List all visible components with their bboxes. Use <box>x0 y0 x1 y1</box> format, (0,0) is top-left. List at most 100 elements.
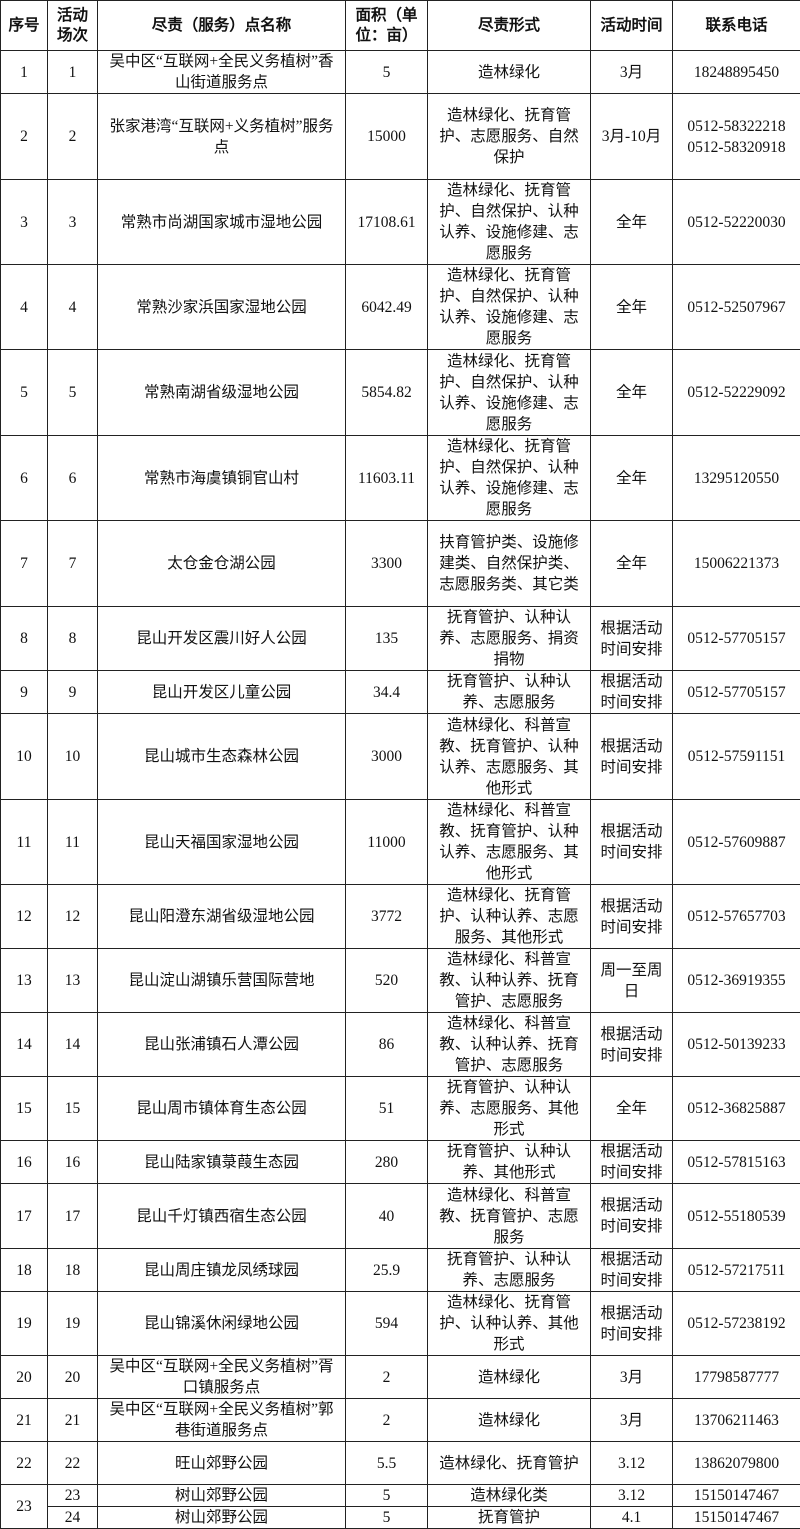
area: 11000 <box>346 800 428 885</box>
duty-form: 造林绿化、抚育管护、志愿服务、自然保护 <box>428 94 591 180</box>
activity-no: 20 <box>48 1356 98 1399</box>
site-name: 昆山阳澄东湖省级湿地公园 <box>98 885 346 949</box>
phone: 0512-57705157 <box>673 671 800 714</box>
activity-time: 全年 <box>591 1077 673 1141</box>
site-name: 昆山城市生态森林公园 <box>98 714 346 800</box>
activity-no: 4 <box>48 265 98 350</box>
duty-form: 造林绿化、科普宣教、抚育管护、志愿服务 <box>428 1184 591 1249</box>
activity-no: 7 <box>48 521 98 607</box>
area: 25.9 <box>346 1249 428 1292</box>
row-number: 19 <box>1 1292 48 1356</box>
activity-no: 22 <box>48 1442 98 1485</box>
site-name: 昆山天福国家湿地公园 <box>98 800 346 885</box>
area: 3300 <box>346 521 428 607</box>
phone: 0512-57657703 <box>673 885 800 949</box>
phone: 0512-57815163 <box>673 1141 800 1184</box>
activity-time: 周一至周日 <box>591 949 673 1013</box>
row-number: 20 <box>1 1356 48 1399</box>
duty-form: 抚育管护、认种认养、志愿服务、其他形式 <box>428 1077 591 1141</box>
row-number: 2 <box>1 94 48 180</box>
site-name: 昆山开发区儿童公园 <box>98 671 346 714</box>
activity-time: 根据活动时间安排 <box>591 1141 673 1184</box>
area: 594 <box>346 1292 428 1356</box>
activity-time: 3.12 <box>591 1442 673 1485</box>
duty-form: 造林绿化、科普宣教、认种认养、抚育管护、志愿服务 <box>428 1013 591 1077</box>
phone: 0512-52507967 <box>673 265 800 350</box>
phone: 17798587777 <box>673 1356 800 1399</box>
site-name: 树山郊野公园 <box>98 1485 346 1507</box>
activity-time: 全年 <box>591 350 673 436</box>
row-number: 8 <box>1 607 48 671</box>
area: 2 <box>346 1356 428 1399</box>
header-cell: 尽责形式 <box>428 1 591 51</box>
site-name: 昆山陆家镇菉葭生态园 <box>98 1141 346 1184</box>
phone: 0512-52229092 <box>673 350 800 436</box>
activity-time: 全年 <box>591 521 673 607</box>
duty-form: 造林绿化类 <box>428 1485 591 1507</box>
activity-no: 23 <box>48 1485 98 1507</box>
row-number: 5 <box>1 350 48 436</box>
site-name: 常熟市尚湖国家城市湿地公园 <box>98 180 346 265</box>
site-name: 吴中区“互联网+全民义务植树”胥口镇服务点 <box>98 1356 346 1399</box>
header-row: 序号活动场次尽责（服务）点名称面积（单位：亩）尽责形式活动时间联系电话 <box>1 1 800 51</box>
activity-no: 8 <box>48 607 98 671</box>
site-name: 昆山淀山湖镇乐营国际营地 <box>98 949 346 1013</box>
phone: 0512-50139233 <box>673 1013 800 1077</box>
area: 5854.82 <box>346 350 428 436</box>
activity-no: 5 <box>48 350 98 436</box>
activity-time: 3月 <box>591 1356 673 1399</box>
phone: 13295120550 <box>673 436 800 521</box>
activity-no: 21 <box>48 1399 98 1442</box>
phone: 0512-57238192 <box>673 1292 800 1356</box>
activity-no: 13 <box>48 949 98 1013</box>
area: 5 <box>346 51 428 94</box>
area: 15000 <box>346 94 428 180</box>
duty-form: 造林绿化、科普宣教、认种认养、抚育管护、志愿服务 <box>428 949 591 1013</box>
site-name: 昆山锦溪休闲绿地公园 <box>98 1292 346 1356</box>
header-cell: 活动场次 <box>48 1 98 51</box>
activity-no: 17 <box>48 1184 98 1249</box>
site-name: 昆山开发区震川好人公园 <box>98 607 346 671</box>
activity-time: 4.1 <box>591 1507 673 1529</box>
row-number: 9 <box>1 671 48 714</box>
duty-form: 造林绿化 <box>428 1356 591 1399</box>
activity-time: 根据活动时间安排 <box>591 1292 673 1356</box>
activity-time: 根据活动时间安排 <box>591 1249 673 1292</box>
site-name: 昆山周庄镇龙凤绣球园 <box>98 1249 346 1292</box>
row-number: 17 <box>1 1184 48 1249</box>
header-cell: 序号 <box>1 1 48 51</box>
row-number: 12 <box>1 885 48 949</box>
row-number: 15 <box>1 1077 48 1141</box>
row-number: 11 <box>1 800 48 885</box>
phone: 0512-57591151 <box>673 714 800 800</box>
area: 3000 <box>346 714 428 800</box>
row-number: 13 <box>1 949 48 1013</box>
duty-form: 造林绿化 <box>428 51 591 94</box>
area: 5 <box>346 1507 428 1529</box>
site-name: 旺山郊野公园 <box>98 1442 346 1485</box>
duty-form: 造林绿化、科普宣教、抚育管护、认种认养、志愿服务、其他形式 <box>428 714 591 800</box>
area: 280 <box>346 1141 428 1184</box>
activity-no: 9 <box>48 671 98 714</box>
duty-form: 抚育管护、认种认养、志愿服务、捐资捐物 <box>428 607 591 671</box>
phone: 0512-52220030 <box>673 180 800 265</box>
row-number: 22 <box>1 1442 48 1485</box>
header-cell: 活动时间 <box>591 1 673 51</box>
activity-time: 3.12 <box>591 1485 673 1507</box>
activity-no: 24 <box>48 1507 98 1529</box>
activity-time: 根据活动时间安排 <box>591 800 673 885</box>
